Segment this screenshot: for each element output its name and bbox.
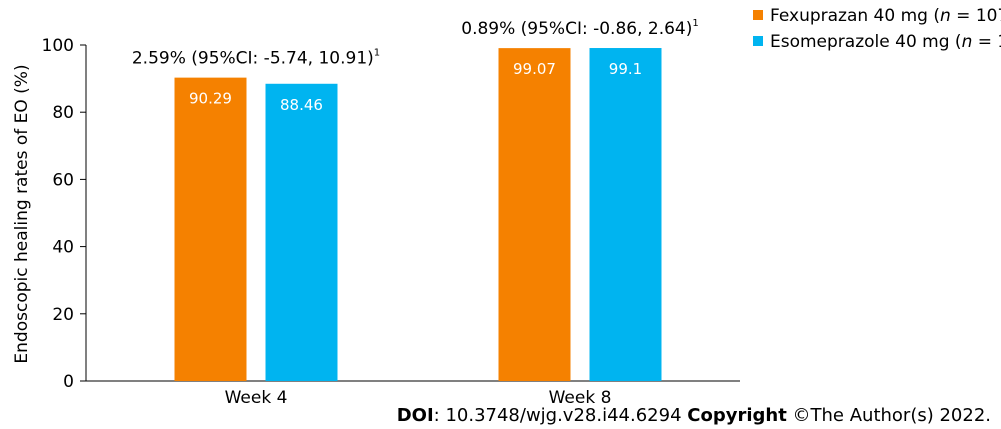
difference-annotation: 0.89% (95%CI: -0.86, 2.64)1 — [461, 18, 699, 39]
bar[interactable] — [589, 48, 662, 382]
legend-label: Fexuprazan 40 mg (n = 107) — [770, 6, 1001, 26]
y-axis-title: Endoscopic healing rates of EO (%) — [12, 64, 32, 363]
doi-label: DOI — [396, 405, 434, 426]
doi-footer: DOI: 10.3748/wjg.v28.i44.6294 Copyright … — [397, 405, 991, 426]
doi-value: : 10.3748/wjg.v28.i44.6294 — [433, 405, 688, 426]
y-tick-label: 80 — [52, 103, 74, 123]
legend-swatch — [753, 36, 763, 46]
x-tick-label: Week 8 — [549, 388, 612, 408]
y-tick-label: 20 — [52, 305, 74, 325]
bar-value-label: 88.46 — [280, 96, 323, 114]
annotation-superscript: 1 — [692, 18, 698, 29]
y-tick-label: 40 — [52, 238, 74, 258]
bar[interactable] — [174, 77, 247, 381]
bar-value-label: 99.1 — [609, 60, 642, 78]
bar[interactable] — [498, 48, 571, 381]
annotation-superscript: 1 — [374, 48, 380, 59]
bar-value-label: 99.07 — [513, 60, 556, 78]
x-tick-label: Week 4 — [225, 388, 288, 408]
legend-label: Esomeprazole 40 mg (n = 111) — [770, 32, 1001, 52]
bar[interactable] — [265, 83, 338, 381]
bar-value-label: 90.29 — [189, 90, 232, 108]
legend-swatch — [753, 10, 763, 20]
copyright-label: Copyright — [687, 405, 787, 426]
y-tick-label: 0 — [63, 372, 74, 392]
y-tick-label: 60 — [52, 170, 74, 190]
y-tick-label: 100 — [42, 36, 74, 56]
difference-annotation: 2.59% (95%CI: -5.74, 10.91)1 — [132, 48, 380, 69]
copyright-text: ©The Author(s) 2022. — [786, 405, 991, 426]
